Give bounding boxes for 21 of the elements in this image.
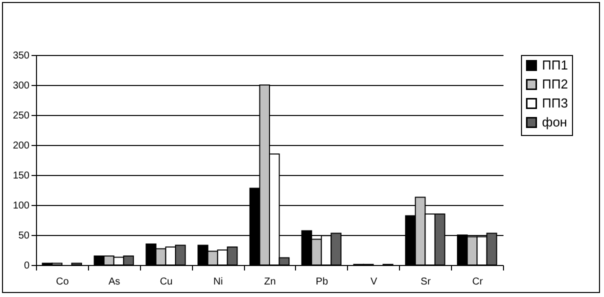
legend-label: ПП3 (542, 96, 568, 110)
legend-label: ПП2 (542, 76, 568, 92)
y-tick-label: 300 (12, 80, 30, 92)
x-tick-label: Co (56, 276, 70, 288)
x-tick-label: Zn (264, 276, 276, 288)
x-tick-label: Cr (472, 276, 484, 288)
y-tick-label: 100 (12, 200, 30, 212)
y-tick-label: 200 (12, 140, 30, 152)
x-tick-label: As (108, 276, 120, 288)
y-tick-label: 150 (12, 170, 30, 182)
x-tick-label: Pb (316, 276, 328, 288)
y-tick-label: 250 (12, 110, 30, 122)
legend-label: ПП1 (542, 58, 568, 72)
x-tick-label: Ni (213, 276, 223, 288)
x-tick-label: V (370, 276, 378, 288)
y-tick-label: 0 (24, 260, 30, 272)
legend-label: фон (542, 114, 568, 130)
x-tick-label: Sr (420, 276, 432, 288)
x-tick-label: Cu (160, 276, 173, 288)
y-tick-label: 350 (12, 50, 30, 62)
y-tick-label: 50 (18, 230, 30, 242)
